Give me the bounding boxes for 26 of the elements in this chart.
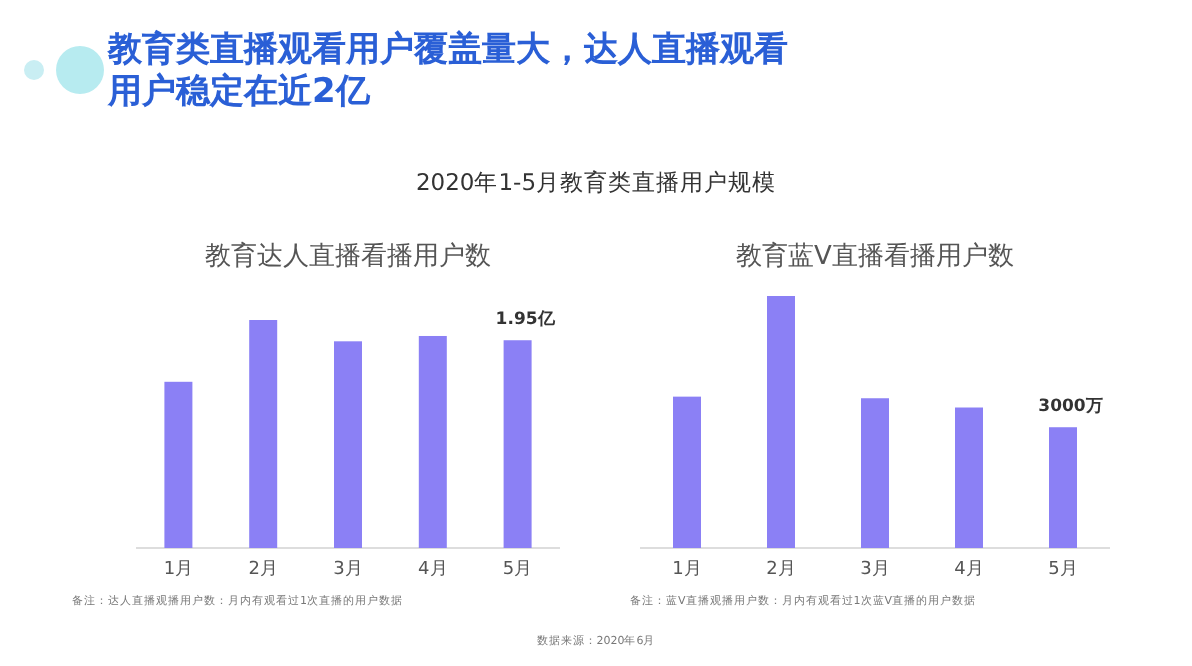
bar <box>861 398 889 548</box>
x-tick-label: 2月 <box>248 560 278 580</box>
bar <box>767 296 795 548</box>
x-tick-label: 1月 <box>163 560 194 580</box>
chart-title: 教育达人直播看播用户数 <box>205 240 491 272</box>
bar <box>164 381 193 548</box>
x-tick-label: 3月 <box>860 560 890 580</box>
x-tick-label: 4月 <box>418 560 448 580</box>
bar <box>418 335 447 548</box>
bar <box>673 396 701 548</box>
bar <box>249 320 278 548</box>
x-tick-label: 1月 <box>672 560 702 580</box>
data-label: 1.95亿 <box>495 308 558 331</box>
bar <box>503 340 532 548</box>
text: 教育类直播观看用户覆盖量大，达人直播观看用户稳定在近2亿 <box>106 28 788 112</box>
x-tick-label: 3月 <box>333 560 363 580</box>
bar <box>955 407 983 548</box>
x-tick-label: 5月 <box>502 560 533 580</box>
chart-title: 教育蓝V直播看播用户数 <box>736 240 1014 272</box>
bar <box>1049 427 1077 548</box>
bar <box>334 341 362 548</box>
text: 2020年1-5月教育类直播用户规模 <box>415 168 777 196</box>
x-tick-label: 2月 <box>766 560 796 580</box>
x-tick-label: 5月 <box>1048 560 1078 580</box>
data-label: 3000万 <box>1038 397 1104 418</box>
x-tick-label: 4月 <box>954 560 984 580</box>
